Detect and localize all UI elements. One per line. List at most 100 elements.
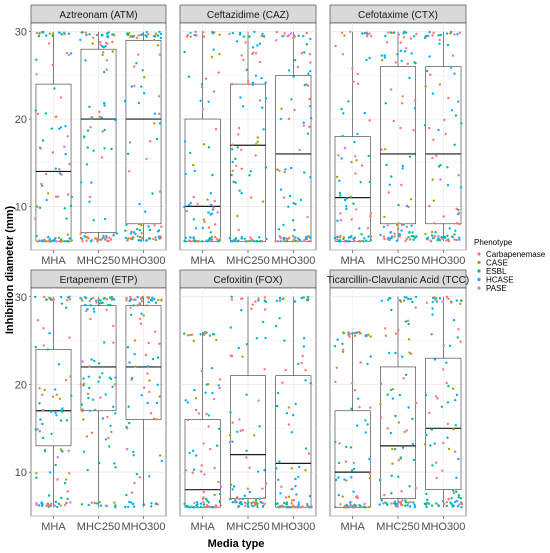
data-point xyxy=(130,491,134,494)
data-point xyxy=(295,493,298,496)
data-point xyxy=(46,504,49,507)
data-point xyxy=(415,235,418,238)
jitter-points xyxy=(228,295,268,509)
data-point xyxy=(453,500,457,504)
data-point xyxy=(189,201,192,205)
data-point xyxy=(397,203,400,207)
data-point xyxy=(358,330,361,334)
data-point xyxy=(286,35,289,38)
jitter-points xyxy=(79,295,117,509)
data-point xyxy=(54,463,57,467)
data-point xyxy=(262,505,265,508)
data-point xyxy=(247,240,251,243)
data-point xyxy=(278,317,281,320)
data-point xyxy=(400,490,403,493)
data-point xyxy=(404,320,408,323)
data-point xyxy=(232,180,235,183)
data-point xyxy=(90,431,94,434)
data-point xyxy=(390,492,393,495)
data-point xyxy=(245,456,248,459)
jitter-points xyxy=(124,295,163,509)
data-point xyxy=(362,505,365,508)
data-point xyxy=(282,236,285,240)
data-point xyxy=(138,229,142,232)
data-point xyxy=(402,299,406,302)
data-point xyxy=(264,81,267,84)
data-point xyxy=(452,489,455,493)
data-point xyxy=(217,480,220,484)
data-point xyxy=(81,409,84,413)
data-point xyxy=(389,431,393,435)
data-point xyxy=(64,152,67,156)
data-point xyxy=(410,224,413,227)
data-point xyxy=(212,206,215,209)
data-point xyxy=(194,408,198,412)
data-point xyxy=(351,381,354,385)
data-point xyxy=(149,140,152,143)
data-point xyxy=(386,298,390,301)
data-point xyxy=(186,334,190,337)
data-point xyxy=(82,384,85,387)
data-point xyxy=(48,471,52,474)
data-point xyxy=(205,239,208,242)
data-point xyxy=(158,454,162,457)
data-point xyxy=(53,504,57,507)
data-point xyxy=(352,331,355,335)
data-point xyxy=(144,239,148,242)
data-point xyxy=(242,35,246,38)
data-point xyxy=(404,501,408,504)
data-point xyxy=(397,459,400,462)
data-point xyxy=(437,34,440,37)
data-point xyxy=(184,505,187,508)
data-point xyxy=(445,32,449,35)
data-point xyxy=(210,240,213,243)
data-point xyxy=(155,137,159,141)
x-tick-label: MHA xyxy=(190,521,215,533)
x-tick-label: MHA xyxy=(340,521,365,533)
data-point xyxy=(397,328,400,332)
data-point xyxy=(105,59,109,62)
data-point xyxy=(199,333,202,336)
data-point xyxy=(349,30,352,33)
data-point xyxy=(65,501,68,505)
data-point xyxy=(291,487,294,491)
box-mho300 xyxy=(423,30,463,243)
data-point xyxy=(290,467,293,470)
data-point xyxy=(194,30,197,33)
data-point xyxy=(158,342,161,345)
data-point xyxy=(309,116,313,120)
data-point xyxy=(229,498,232,501)
data-point xyxy=(369,406,372,409)
data-point xyxy=(453,33,456,36)
data-point xyxy=(336,238,339,241)
data-point xyxy=(309,37,312,41)
data-point xyxy=(231,501,234,504)
data-point xyxy=(309,70,312,73)
data-point xyxy=(335,366,338,369)
data-point xyxy=(236,146,239,149)
data-point xyxy=(134,298,137,301)
data-point xyxy=(84,303,87,307)
data-point xyxy=(455,299,458,302)
data-point xyxy=(231,421,234,424)
data-point xyxy=(450,497,453,500)
x-tick-label: MHC250 xyxy=(376,521,419,533)
data-point xyxy=(200,464,203,467)
data-point xyxy=(140,300,144,303)
data-point xyxy=(254,154,257,157)
data-point xyxy=(80,31,83,34)
data-point xyxy=(146,296,149,299)
data-point xyxy=(248,490,251,494)
data-point xyxy=(210,55,214,59)
data-point xyxy=(435,461,438,464)
data-point xyxy=(339,194,342,197)
data-point xyxy=(156,34,160,37)
data-point xyxy=(147,33,150,36)
data-point xyxy=(82,450,86,453)
data-point xyxy=(428,204,431,208)
data-point xyxy=(236,430,239,433)
box-mho300 xyxy=(274,295,313,509)
data-point xyxy=(218,492,222,496)
data-point xyxy=(183,240,186,243)
